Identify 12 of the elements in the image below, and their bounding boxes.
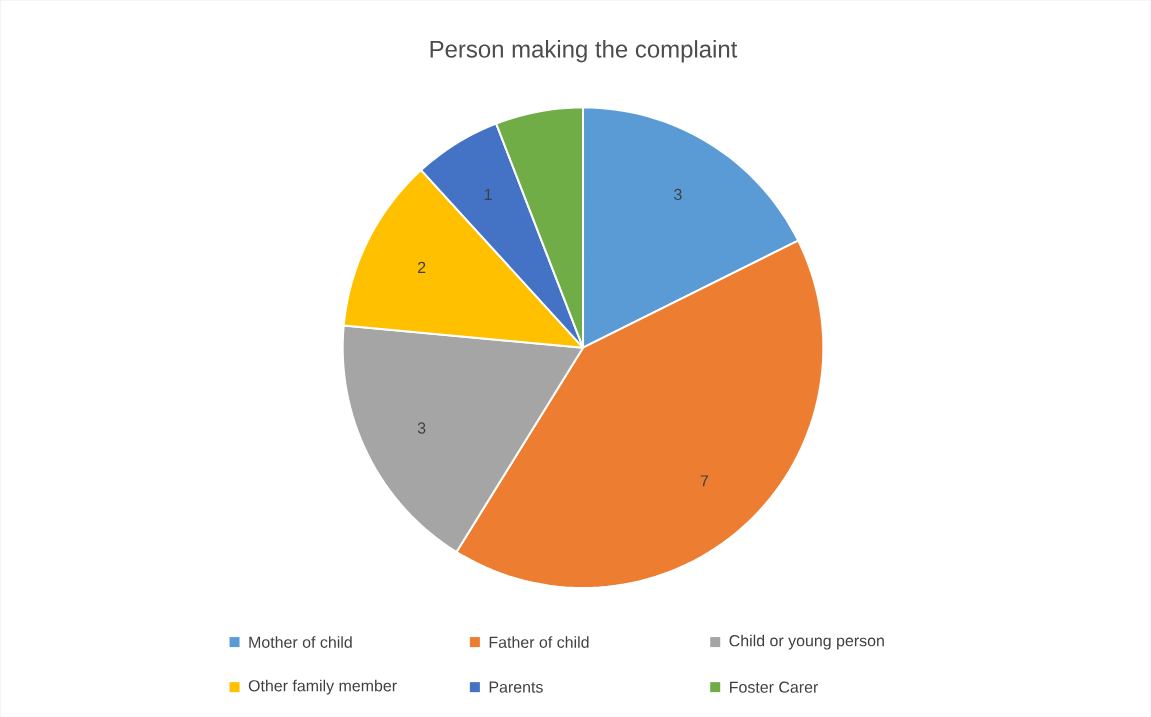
legend-label: Father of child [489,636,589,648]
data-label: 3 [674,188,682,200]
data-label: 7 [700,475,709,487]
legend-label: Foster Carer [730,681,819,693]
legend-label: Mother of child [249,636,352,648]
data-label: 1 [484,188,492,200]
legend-label: Parents [489,681,543,693]
chart-title: Person making the complaint [430,39,738,63]
data-label: 3 [417,422,426,434]
data-label: 2 [418,261,426,273]
legend-label: Other family member [248,679,397,695]
legend-label: Child or young person [729,634,884,650]
